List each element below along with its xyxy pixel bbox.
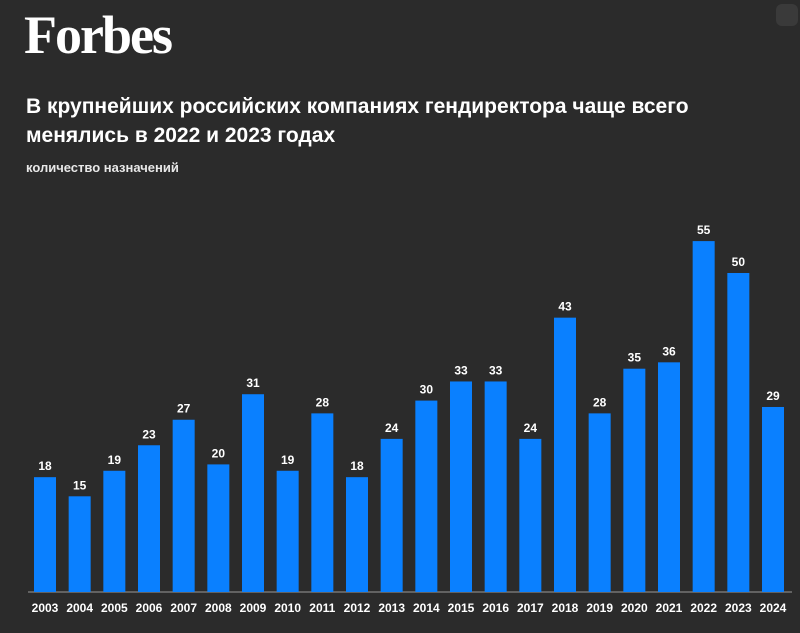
- x-tick-label: 2017: [517, 601, 544, 615]
- bar: [311, 413, 334, 592]
- value-label: 24: [385, 421, 399, 435]
- bar: [242, 394, 264, 592]
- bar: [588, 413, 611, 592]
- x-tick-label: 2013: [378, 601, 405, 615]
- bar: [727, 273, 750, 592]
- x-tick-label: 2015: [448, 601, 475, 615]
- x-tick-label: 2006: [136, 601, 163, 615]
- bar: [172, 419, 195, 592]
- x-tick-label: 2004: [66, 601, 93, 615]
- x-tick-label: 2023: [725, 601, 752, 615]
- bar: [138, 445, 160, 592]
- bar: [415, 400, 438, 592]
- value-label: 31: [246, 376, 260, 390]
- x-tick-label: 2005: [101, 601, 128, 615]
- x-tick-label: 2020: [621, 601, 648, 615]
- x-tick-label: 2007: [170, 601, 197, 615]
- value-label: 33: [454, 363, 468, 377]
- x-tick-label: 2009: [240, 601, 267, 615]
- value-label: 18: [38, 459, 52, 473]
- x-tick-label: 2019: [586, 601, 613, 615]
- bar: [623, 368, 646, 592]
- bar: [762, 406, 784, 592]
- bar: [207, 464, 230, 592]
- value-label: 20: [212, 446, 226, 460]
- x-tick-label: 2021: [656, 601, 683, 615]
- value-label: 33: [489, 363, 503, 377]
- bar: [692, 241, 715, 592]
- bar: [658, 362, 680, 592]
- bar: [346, 477, 368, 592]
- x-tick-label: 2014: [413, 601, 440, 615]
- bar: [380, 438, 403, 592]
- bar: [68, 496, 91, 592]
- x-tick-label: 2022: [690, 601, 717, 615]
- value-label: 28: [316, 395, 330, 409]
- x-tick-label: 2008: [205, 601, 232, 615]
- x-tick-label: 2011: [309, 601, 335, 615]
- x-tick-label: 2018: [552, 601, 579, 615]
- value-label: 19: [108, 453, 122, 467]
- value-label: 18: [350, 459, 364, 473]
- x-tick-label: 2024: [760, 601, 787, 615]
- value-label: 55: [697, 223, 711, 237]
- chart-title: В крупнейших российских компаниях гендир…: [26, 95, 689, 147]
- bar: [103, 470, 126, 592]
- value-label: 50: [732, 255, 746, 269]
- value-label: 24: [524, 421, 538, 435]
- bar: [519, 438, 542, 592]
- value-label: 30: [420, 383, 434, 397]
- value-label: 29: [766, 389, 780, 403]
- bar: [276, 470, 299, 592]
- bar: [450, 381, 472, 592]
- value-label: 35: [628, 351, 642, 365]
- bar: [554, 317, 576, 592]
- menu-icon[interactable]: [776, 4, 798, 26]
- value-label: 23: [142, 427, 156, 441]
- value-label: 36: [662, 344, 676, 358]
- x-tick-label: 2010: [274, 601, 301, 615]
- value-label: 19: [281, 453, 295, 467]
- x-tick-label: 2003: [32, 601, 59, 615]
- value-label: 27: [177, 402, 191, 416]
- x-tick-label: 2016: [482, 601, 509, 615]
- value-label: 43: [558, 300, 572, 314]
- value-label: 15: [73, 478, 87, 492]
- logo: Forbes: [24, 5, 173, 65]
- bar: [484, 381, 507, 592]
- bar: [34, 477, 56, 592]
- value-label: 28: [593, 395, 607, 409]
- x-tick-label: 2012: [344, 601, 371, 615]
- chart-subtitle: количество назначений: [26, 160, 179, 175]
